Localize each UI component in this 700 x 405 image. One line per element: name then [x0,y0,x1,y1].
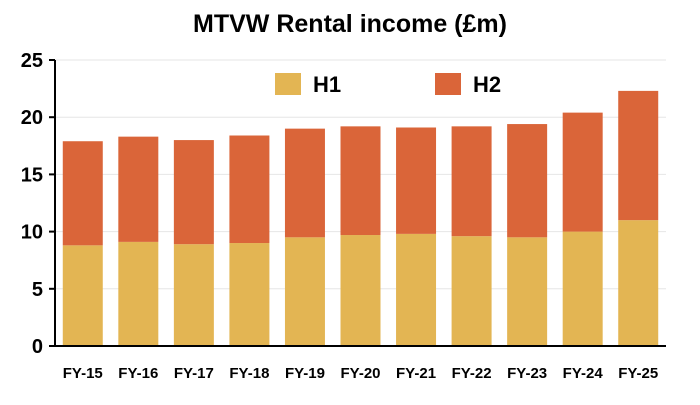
x-tick-label: FY-22 [452,365,492,382]
bar-h1 [507,237,548,346]
bar-h2 [507,124,548,238]
chart-title: MTVW Rental income (£m) [193,10,507,38]
bar-h2 [173,140,214,245]
legend-label-h1: H1 [313,72,341,97]
x-tick-label: FY-25 [618,365,658,382]
bar-h2 [229,135,270,244]
y-tick-label: 10 [21,222,43,244]
bar-h1 [229,243,270,346]
y-tick-label: 15 [21,164,43,186]
bar-h1 [396,233,437,346]
bar-h2 [451,126,492,237]
x-tick-label: FY-24 [563,365,604,382]
y-tick-label: 5 [32,279,43,301]
bar-h1 [451,236,492,346]
bar-h1 [618,220,659,346]
x-tick-label: FY-21 [396,365,436,382]
bar-h2 [284,128,325,238]
y-tick-label: 25 [21,50,43,72]
bar-h1 [118,241,159,346]
bar-h2 [618,90,659,221]
bar-h1 [562,231,603,346]
bar-h2 [396,127,437,234]
x-tick-label: FY-16 [118,365,158,382]
legend-swatch-h1 [275,73,301,95]
x-tick-label: FY-19 [285,365,325,382]
bar-h2 [62,141,103,246]
y-tick-label: 20 [21,107,43,129]
bar-h1 [340,235,381,346]
bar-h1 [284,237,325,346]
bar-h2 [340,126,381,236]
x-tick-label: FY-23 [507,365,547,382]
bar-h1 [173,244,214,346]
bar-h2 [562,112,603,232]
legend-swatch-h2 [435,73,461,95]
bar-h1 [62,245,103,346]
x-tick-label: FY-15 [63,365,103,382]
y-tick-label: 0 [32,336,43,358]
x-tick-label: FY-20 [340,365,380,382]
x-tick-label: FY-17 [174,365,214,382]
bar-h2 [118,136,159,242]
x-tick-label: FY-18 [229,365,269,382]
legend-label-h2: H2 [473,72,501,97]
